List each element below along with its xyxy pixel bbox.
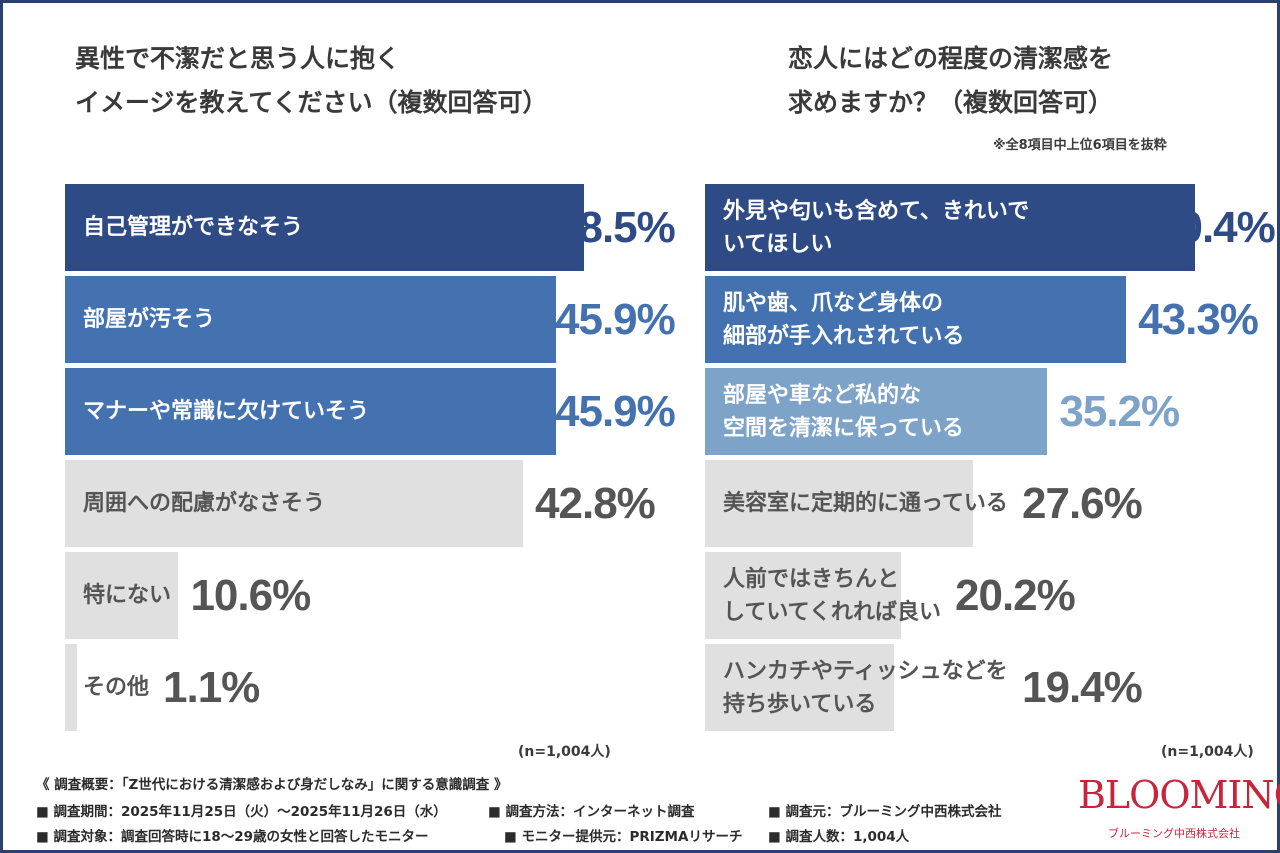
left-bar-5 <box>65 552 179 639</box>
right-bar-label-line: 肌や歯、爪など身体の <box>723 290 944 316</box>
left-title-line2: イメージを教えてください（複数回答可） <box>75 88 548 117</box>
left-bar-label-line: その他 <box>83 675 150 700</box>
right-bar-2 <box>705 276 1127 363</box>
right-sample-size: (n=1,004人) <box>1161 744 1254 760</box>
right-chart-title: 恋人にはどの程度の清潔感を 求めますか？（複数回答可） <box>788 37 1113 125</box>
left-bar-4 <box>65 460 524 547</box>
right-bar-chart: 外見や匂いも含めて、きれいで いてほしい 50.4% 肌や歯、爪など身体の 細部が手入れ… <box>705 184 1276 739</box>
left-value-label-4: 42.8% <box>535 478 656 528</box>
left-bar-label-2: 部屋が汚そう <box>83 276 215 363</box>
right-bar-label-line: 人前ではきちんと <box>723 566 900 592</box>
left-bar-label-4: 周囲への配慮がなさそう <box>83 460 325 547</box>
left-bar-label-5: 特にない <box>83 552 171 639</box>
right-value-label-6: 19.4% <box>1022 662 1143 712</box>
logo-company-name: ブルーミング中西株式会社 <box>1108 827 1240 840</box>
left-bar-label-3: マナーや常識に欠けていそう <box>83 368 369 455</box>
right-value-label-3: 35.2% <box>1059 386 1180 436</box>
right-bar-1 <box>705 184 1196 271</box>
survey-period: ■ 調査期間：2025年11月25日（火）～2025年11月26日（水） <box>36 804 447 820</box>
left-bar-6 <box>65 644 77 731</box>
right-bar-label-5: 人前ではきちんとしていてくれれば良い <box>723 552 941 639</box>
right-bar-label-line: ハンカチやティッシュなどを <box>723 658 1008 684</box>
blooming-logo: BLOOMING ブルーミング中西株式会社 <box>1078 773 1280 843</box>
right-bar-6 <box>705 644 894 731</box>
right-title-line2: 求めますか？（複数回答可） <box>788 88 1114 117</box>
survey-source: ■ 調査元：ブルーミング中西株式会社 <box>768 804 1002 820</box>
left-bar-label-1: 自己管理ができなそう <box>83 184 303 271</box>
right-title-line1: 恋人にはどの程度の清潔感を <box>788 44 1114 73</box>
survey-target: ■ 調査対象：調査回答時に18～29歳の女性と回答したモニター <box>36 829 429 845</box>
left-bar-label-line: 部屋が汚そう <box>83 307 216 332</box>
right-bar-5 <box>705 552 902 639</box>
left-value-label-2: 45.9% <box>555 294 676 344</box>
right-bar-label-line: いてほしい <box>723 231 833 257</box>
right-bar-label-line: していてくれれば良い <box>723 599 942 625</box>
left-value-label-3: 45.9% <box>555 386 676 436</box>
right-bar-4 <box>705 460 974 547</box>
left-bar-chart: 自己管理ができなそう 48.5% 部屋が汚そう 45.9% マナーや常識に欠けていそう 4… <box>65 184 676 739</box>
right-bar-3 <box>705 368 1048 455</box>
right-bar-label-line: 細部が手入れされている <box>723 323 965 349</box>
right-bar-label-6: ハンカチやティッシュなどを 持ち歩いている <box>723 644 1008 731</box>
survey-method: ■ 調査方法：インターネット調査 <box>488 804 695 820</box>
left-value-label-5: 10.6% <box>190 570 311 620</box>
right-value-label-2: 43.3% <box>1138 294 1259 344</box>
left-sample-size: (n=1,004人) <box>518 744 611 760</box>
right-bar-label-line: 空間を清潔に保っている <box>723 415 964 441</box>
left-bar-1 <box>65 184 585 271</box>
left-bar-label-6: その他 <box>83 644 149 731</box>
left-bar-3 <box>65 368 557 455</box>
left-bar-label-line: 自己管理ができなそう <box>83 215 304 240</box>
left-bar-label-line: 周囲への配慮がなさそう <box>83 491 326 516</box>
right-value-label-4: 27.6% <box>1022 478 1143 528</box>
logo-wordmark: BLOOMING <box>1078 773 1280 817</box>
right-bar-label-2: 肌や歯、爪など身体の 細部が手入れされている <box>723 276 964 363</box>
left-bar-label-line: マナーや常識に欠けていそう <box>83 399 370 424</box>
right-bar-label-line: 外見や匂いも含めて、きれいで <box>723 198 1030 224</box>
left-value-label-6: 1.1% <box>163 662 260 712</box>
right-bar-label-4: 美容室に定期的に通っている <box>723 460 1008 547</box>
right-bar-label-line: 美容室に定期的に通っている <box>723 491 1008 516</box>
left-bar-2 <box>65 276 557 363</box>
right-bar-label-line: 持ち歩いている <box>723 691 877 717</box>
right-bar-label-1: 外見や匂いも含めて、きれいで いてほしい <box>723 184 1029 271</box>
survey-overview-header: 《 調査概要：「Z世代における清潔感および身だしなみ」に関する意識調査 》 <box>36 777 508 793</box>
left-chart-title: 異性で不潔だと思う人に抱く イメージを教えてください（複数回答可） <box>75 37 548 125</box>
right-bar-label-3: 部屋や車など私的な空間を清潔に保っている <box>723 368 964 455</box>
right-value-label-1: 50.4% <box>1155 202 1276 252</box>
left-title-line1: 異性で不潔だと思う人に抱く <box>75 44 401 73</box>
left-value-label-1: 48.5% <box>555 202 676 252</box>
left-bar-label-line: 特にない <box>83 583 172 608</box>
monitor-provider: ■ モニター提供元：PRIZMAリサーチ <box>504 829 743 845</box>
right-bar-label-line: 部屋や車など私的な <box>723 382 922 408</box>
right-chart-note: ※全8項目中上位6項目を抜粋 <box>993 138 1167 153</box>
right-value-label-5: 20.2% <box>955 570 1076 620</box>
survey-count: ■ 調査人数：1,004人 <box>768 829 910 845</box>
